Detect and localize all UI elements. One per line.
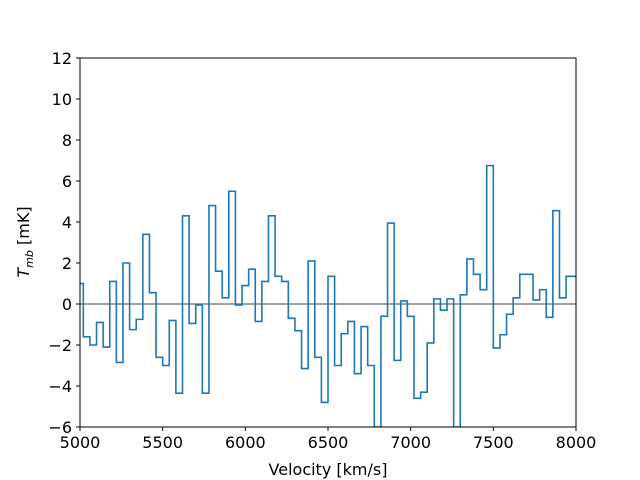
y-axis-label: Tmb [mK] xyxy=(14,206,36,277)
x-axis-label: Velocity [km/s] xyxy=(269,460,388,479)
y-tick-label: −2 xyxy=(48,336,72,355)
x-tick-label: 5500 xyxy=(142,433,183,452)
y-axis-label-main: T xyxy=(14,267,33,278)
y-tick-label: 0 xyxy=(62,295,72,314)
y-tick-label: 8 xyxy=(62,131,72,150)
x-tick-label: 5000 xyxy=(60,433,101,452)
x-axis-ticks: 5000 5500 6000 6500 7000 7500 8000 xyxy=(60,427,597,452)
y-tick-label: −6 xyxy=(48,418,72,437)
series-line xyxy=(80,164,576,427)
y-tick-label: 10 xyxy=(52,90,72,109)
y-tick-label: 4 xyxy=(62,213,72,232)
y-tick-label: −4 xyxy=(48,377,72,396)
x-tick-label: 6000 xyxy=(225,433,266,452)
y-tick-label: 6 xyxy=(62,172,72,191)
y-axis-label-subscript: mb xyxy=(23,250,36,268)
y-axis-label-unit: [mK] xyxy=(14,206,33,250)
y-tick-label: 2 xyxy=(62,254,72,273)
y-tick-label: 12 xyxy=(52,49,72,68)
x-tick-label: 7000 xyxy=(390,433,431,452)
y-axis-ticks: −6 −4 −2 0 2 4 6 8 10 12 xyxy=(48,49,80,437)
x-tick-label: 6500 xyxy=(308,433,349,452)
x-tick-label: 8000 xyxy=(556,433,597,452)
x-tick-label: 7500 xyxy=(473,433,514,452)
